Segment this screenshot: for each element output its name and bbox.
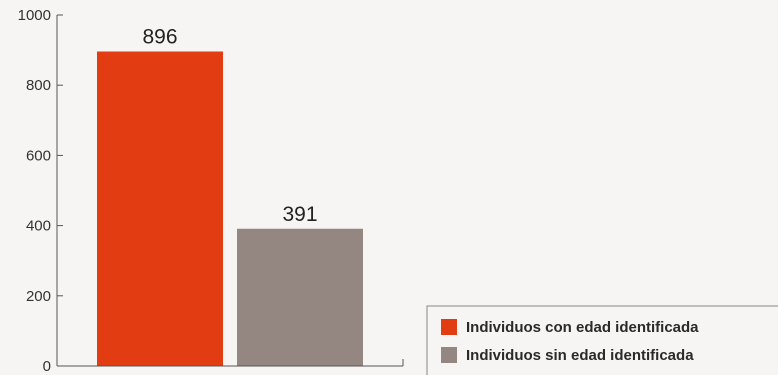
bar-1 <box>97 51 223 367</box>
y-axis: 0 200 400 600 800 1000 <box>18 7 63 375</box>
value-labels: 896 391 <box>142 26 317 226</box>
bars <box>97 51 363 367</box>
legend-swatch-1 <box>441 319 457 335</box>
y-tick-label: 600 <box>26 147 51 164</box>
y-tick-label: 200 <box>26 288 51 305</box>
legend-label-2: Individuos sin edad identificada <box>466 347 694 364</box>
legend: Individuos con edad identificada Individu… <box>426 305 778 375</box>
legend-frame <box>426 305 778 375</box>
y-tick-label: 0 <box>43 358 51 375</box>
bar-value-label-1: 896 <box>142 26 177 49</box>
bar-value-label-2: 391 <box>282 203 317 226</box>
legend-label-1: Individuos con edad identificada <box>466 319 699 336</box>
x-axis <box>57 359 404 367</box>
y-tick-label: 1000 <box>18 7 51 24</box>
y-tick-label: 400 <box>26 218 51 235</box>
y-tick-label: 800 <box>26 77 51 94</box>
legend-swatch-2 <box>441 347 457 363</box>
bar-2 <box>237 228 363 366</box>
